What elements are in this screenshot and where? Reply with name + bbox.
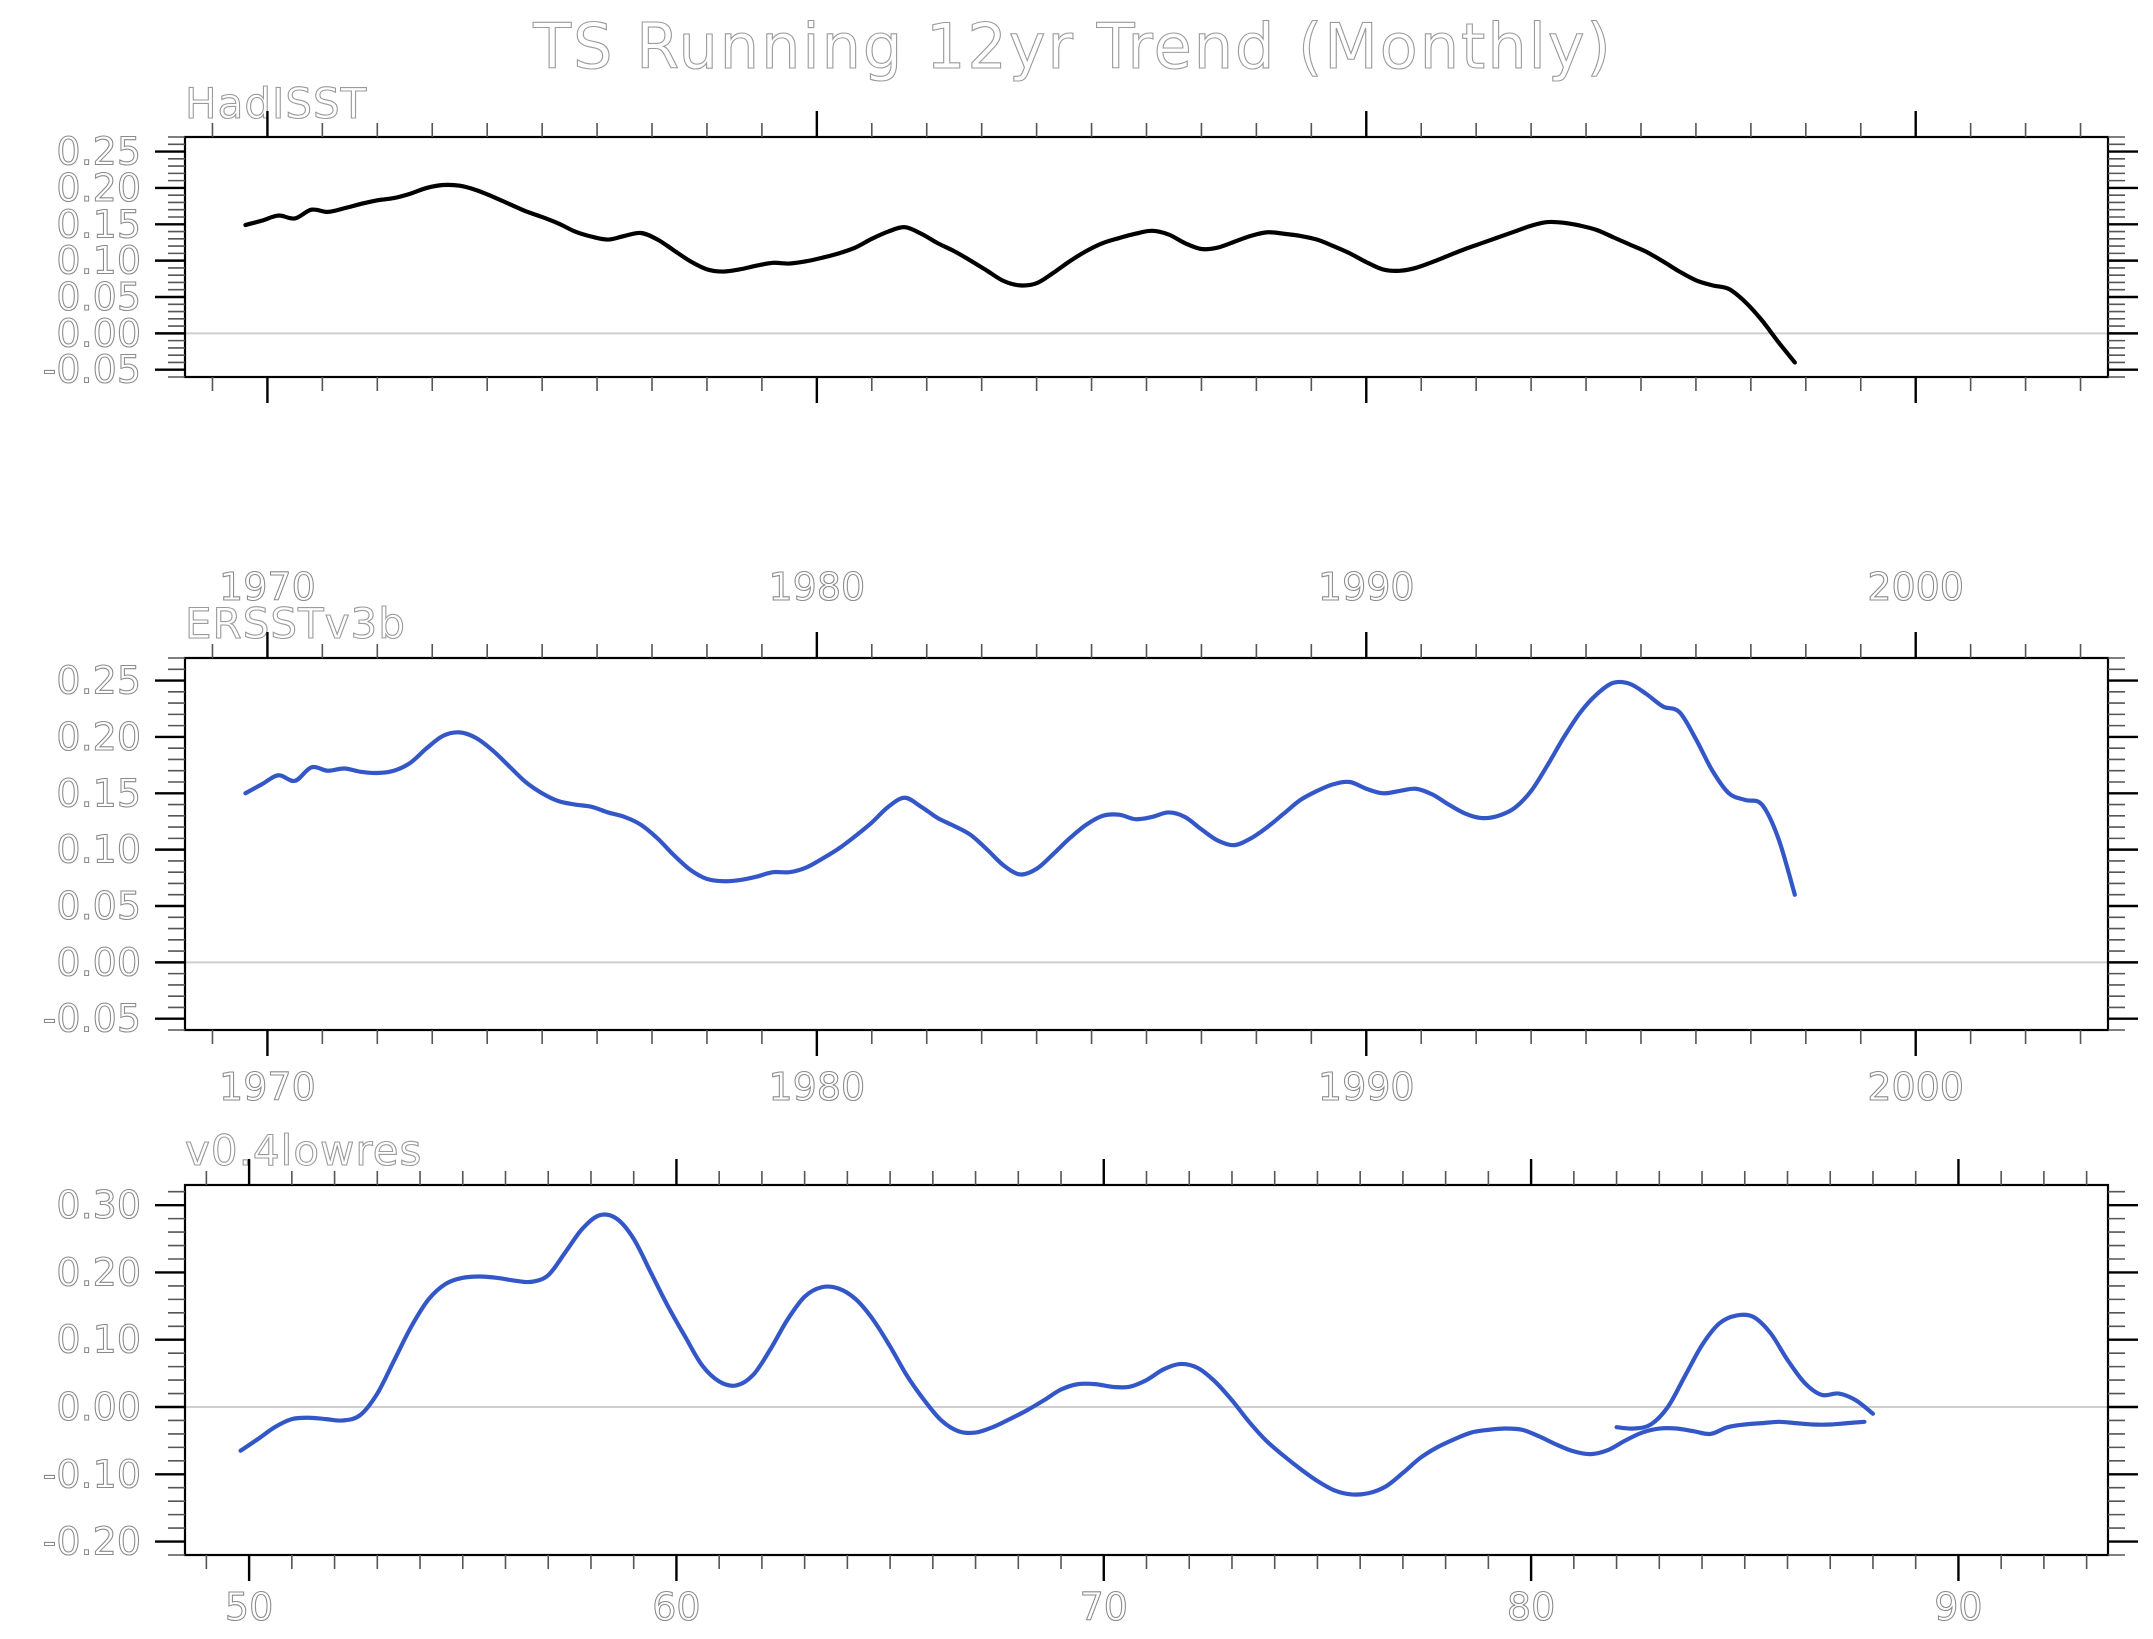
panel-title-0: HadISST xyxy=(185,79,367,128)
chart-panel-1: ERSSTv3b -0.05 0.00 0.05 0.10 0.15 0.20 0.25 197… xyxy=(42,598,2138,1110)
chart-panel-0: HadISST -0.050.000.050.100.150.200.25 1970… xyxy=(42,78,2138,610)
data-series-hadisst xyxy=(243,182,1797,365)
x-tick-label: 1990 xyxy=(1318,1065,1415,1109)
y-tick-label: 0.15 xyxy=(56,771,141,815)
y-tick-label: 0.15 xyxy=(56,202,141,246)
data-series-v0-4lowres xyxy=(238,1212,1867,1497)
x-tick-label: 1980 xyxy=(768,1065,865,1109)
y-tick-label: -0.20 xyxy=(43,1520,141,1564)
data-series-tail xyxy=(1614,1312,1876,1431)
data-series-ersstv3b xyxy=(243,679,1797,897)
y-tick-label: 0.10 xyxy=(56,828,141,872)
y-tick-label: 0.00 xyxy=(56,311,141,355)
series-group-1 xyxy=(243,679,1797,897)
figure-title: TS Running 12yr Trend (Monthly) xyxy=(532,10,1613,83)
x-tick-label: 80 xyxy=(1507,1585,1555,1629)
y-tick-label: 0.10 xyxy=(56,1318,141,1362)
x-tick-label: 1970 xyxy=(219,1065,316,1109)
plot-frame-2 xyxy=(183,1183,2110,1557)
x-tick-label: 70 xyxy=(1080,1585,1128,1629)
y-tick-label: 0.05 xyxy=(56,884,141,928)
y-tick-label: 0.20 xyxy=(56,1250,141,1294)
y-tick-label: 0.00 xyxy=(56,1385,141,1429)
panel-title-1: ERSSTv3b xyxy=(185,599,406,648)
x-tick-label: 1990 xyxy=(1318,565,1415,609)
x-tick-label: 60 xyxy=(652,1585,700,1629)
y-tick-label: 0.10 xyxy=(56,239,141,283)
series-group-2 xyxy=(238,1212,1876,1497)
y-tick-label: 0.20 xyxy=(56,166,141,210)
y-tick-label: -0.05 xyxy=(43,997,141,1041)
y-tick-label: 0.20 xyxy=(56,715,141,759)
x-tick-label: 50 xyxy=(225,1585,273,1629)
panel-title-2: v0.4lowres xyxy=(185,1126,422,1175)
chart-panel-2: v0.4lowres -0.20 -0.10 0.00 0.10 0.20 0.30 50 60… xyxy=(42,1125,2138,1630)
x-tick-label: 2000 xyxy=(1867,1065,1964,1109)
y-tick-label: -0.10 xyxy=(43,1452,141,1496)
y-tick-label: 0.25 xyxy=(56,659,141,703)
y-tick-label: 0.30 xyxy=(56,1183,141,1227)
plot-frame-1 xyxy=(183,656,2110,1032)
plot-frame-0 xyxy=(183,135,2110,379)
x-tick-label: 2000 xyxy=(1867,565,1964,609)
x-tick-label: 1980 xyxy=(768,565,865,609)
series-group-0 xyxy=(243,182,1797,365)
y-tick-label: 0.25 xyxy=(56,130,141,174)
x-tick-label: 90 xyxy=(1934,1585,1982,1629)
x-tick-label: 1970 xyxy=(219,565,316,609)
y-tick-label: -0.05 xyxy=(43,348,141,392)
y-tick-label: 0.00 xyxy=(56,940,141,984)
y-tick-label: 0.05 xyxy=(56,275,141,319)
